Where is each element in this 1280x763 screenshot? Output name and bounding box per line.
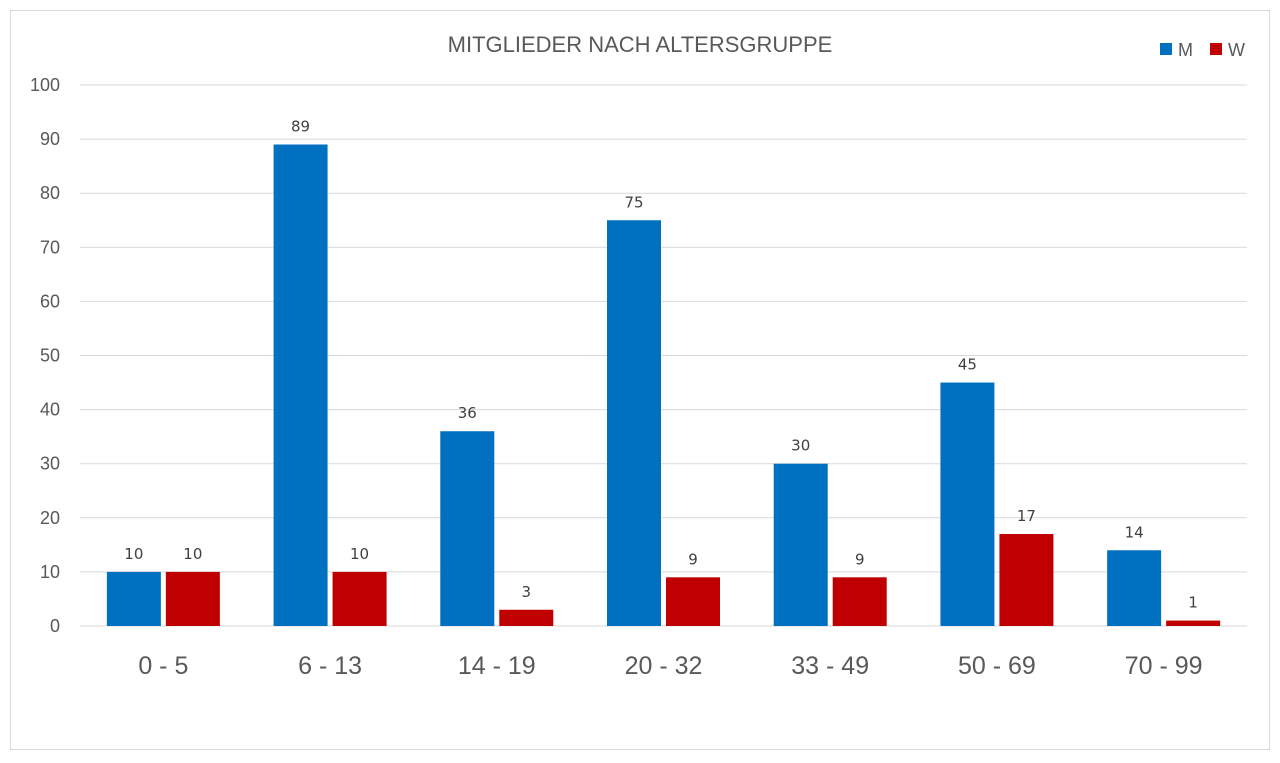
data-label: 45 bbox=[958, 356, 977, 374]
y-axis-ticks: 0 10 20 30 40 50 60 70 80 90 100 bbox=[30, 75, 60, 636]
x-tick-label: 70 - 99 bbox=[1125, 652, 1203, 680]
x-tick-label: 14 - 19 bbox=[458, 652, 536, 680]
data-label: 1 bbox=[1188, 594, 1198, 612]
y-tick-label: 10 bbox=[40, 562, 60, 582]
x-axis-ticks: 0 - 5 6 - 13 14 - 19 20 - 32 33 - 49 50 - 69 7… bbox=[138, 652, 1202, 680]
y-tick-label: 100 bbox=[30, 75, 60, 95]
bar-m bbox=[607, 220, 661, 626]
data-label: 36 bbox=[458, 404, 477, 422]
x-tick-label: 33 - 49 bbox=[791, 652, 869, 680]
data-label: 9 bbox=[688, 550, 698, 568]
data-label: 10 bbox=[183, 545, 202, 563]
bar-m bbox=[1107, 550, 1162, 626]
bar-w bbox=[499, 609, 554, 626]
bar-w bbox=[832, 577, 887, 626]
x-tick-label: 0 - 5 bbox=[138, 652, 188, 680]
y-tick-label: 60 bbox=[40, 291, 60, 311]
legend-swatch-m bbox=[1160, 43, 1172, 55]
bar-w bbox=[999, 534, 1054, 626]
x-tick-label: 20 - 32 bbox=[625, 652, 703, 680]
chart-title: MITGLIEDER NACH ALTERSGRUPPE bbox=[448, 32, 833, 57]
bar-w bbox=[332, 571, 387, 626]
bar-w bbox=[1166, 620, 1221, 626]
y-tick-label: 80 bbox=[40, 183, 60, 203]
y-tick-label: 50 bbox=[40, 346, 60, 366]
y-tick-label: 70 bbox=[40, 237, 60, 257]
data-label: 9 bbox=[855, 550, 865, 568]
data-label: 75 bbox=[624, 193, 643, 211]
data-label: 3 bbox=[522, 583, 532, 601]
gridlines bbox=[80, 84, 1247, 627]
bars bbox=[106, 144, 1221, 626]
legend-label-w: W bbox=[1228, 40, 1245, 60]
x-tick-label: 6 - 13 bbox=[298, 652, 362, 680]
x-tick-label: 50 - 69 bbox=[958, 652, 1036, 680]
y-tick-label: 0 bbox=[50, 616, 60, 636]
bar-m bbox=[440, 431, 495, 626]
data-label: 14 bbox=[1125, 523, 1144, 541]
bar-m bbox=[773, 463, 828, 626]
data-label: 10 bbox=[350, 545, 369, 563]
data-label: 89 bbox=[291, 118, 310, 136]
y-tick-label: 30 bbox=[40, 454, 60, 474]
y-tick-label: 90 bbox=[40, 129, 60, 149]
bar-w bbox=[165, 571, 220, 626]
data-label: 17 bbox=[1017, 507, 1036, 525]
bar-m bbox=[940, 382, 995, 626]
bar-m bbox=[106, 571, 161, 626]
y-tick-label: 40 bbox=[40, 400, 60, 420]
legend-swatch-w bbox=[1210, 43, 1222, 55]
legend-label-m: M bbox=[1178, 40, 1193, 60]
data-labels: 10 10 89 10 36 3 75 9 30 9 45 17 14 1 bbox=[124, 118, 1198, 612]
data-label: 30 bbox=[791, 437, 810, 455]
data-label: 10 bbox=[124, 545, 143, 563]
y-tick-label: 20 bbox=[40, 508, 60, 528]
bar-w bbox=[666, 577, 720, 626]
bar-m bbox=[273, 144, 328, 626]
